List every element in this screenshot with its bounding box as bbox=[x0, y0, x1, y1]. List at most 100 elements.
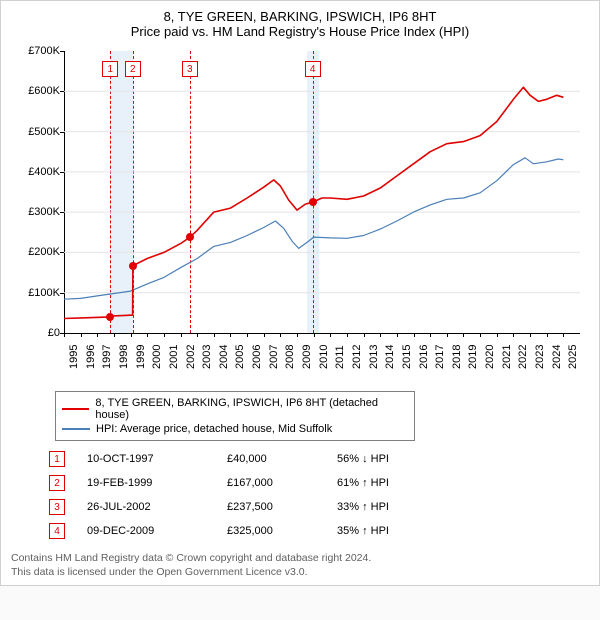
x-tick-mark bbox=[64, 333, 65, 337]
x-tick-mark bbox=[447, 333, 448, 337]
transaction-date: 19-FEB-1999 bbox=[87, 477, 227, 489]
x-tick-mark bbox=[97, 333, 98, 337]
x-tick-mark bbox=[181, 333, 182, 337]
transaction-point bbox=[186, 233, 194, 241]
y-tick-label: £700K bbox=[20, 45, 60, 57]
transaction-pct-vs-hpi: 56% ↓ HPI bbox=[337, 453, 437, 465]
transaction-marker-ref: 4 bbox=[49, 523, 65, 539]
x-tick-label: 2017 bbox=[434, 345, 446, 369]
legend-label: HPI: Average price, detached house, Mid … bbox=[96, 423, 332, 435]
x-tick-mark bbox=[497, 333, 498, 337]
transaction-row: 219-FEB-1999£167,00061% ↑ HPI bbox=[49, 471, 593, 495]
x-tick-label: 2007 bbox=[268, 345, 280, 369]
x-tick-mark bbox=[430, 333, 431, 337]
transaction-marker-ref: 1 bbox=[49, 451, 65, 467]
transaction-date: 10-OCT-1997 bbox=[87, 453, 227, 465]
x-tick-mark bbox=[547, 333, 548, 337]
transaction-pct-vs-hpi: 33% ↑ HPI bbox=[337, 501, 437, 513]
x-tick-mark bbox=[197, 333, 198, 337]
footer-attribution: Contains HM Land Registry data © Crown c… bbox=[11, 551, 589, 579]
x-tick-label: 2019 bbox=[467, 345, 479, 369]
x-tick-mark bbox=[264, 333, 265, 337]
transaction-price: £167,000 bbox=[227, 477, 337, 489]
transaction-point bbox=[129, 262, 137, 270]
transaction-date: 26-JUL-2002 bbox=[87, 501, 227, 513]
x-tick-mark bbox=[347, 333, 348, 337]
x-tick-mark bbox=[247, 333, 248, 337]
transaction-marker-ref: 3 bbox=[49, 499, 65, 515]
x-tick-label: 1997 bbox=[101, 345, 113, 369]
x-tick-mark bbox=[563, 333, 564, 337]
x-tick-mark bbox=[214, 333, 215, 337]
x-tick-mark bbox=[147, 333, 148, 337]
x-tick-mark bbox=[330, 333, 331, 337]
x-tick-label: 2015 bbox=[401, 345, 413, 369]
x-tick-label: 1995 bbox=[68, 345, 80, 369]
x-tick-label: 2002 bbox=[185, 345, 197, 369]
x-tick-label: 2013 bbox=[368, 345, 380, 369]
legend-swatch bbox=[62, 408, 89, 410]
legend-item: 8, TYE GREEN, BARKING, IPSWICH, IP6 8HT … bbox=[62, 396, 408, 422]
x-tick-label: 2024 bbox=[551, 345, 563, 369]
footer-line-1: Contains HM Land Registry data © Crown c… bbox=[11, 551, 589, 565]
chart-area: 1234 £0£100K£200K£300K£400K£500K£600K£70… bbox=[20, 47, 580, 387]
x-tick-mark bbox=[414, 333, 415, 337]
x-axis-line bbox=[64, 333, 580, 334]
plot-area: 1234 bbox=[64, 51, 580, 333]
x-tick-label: 2000 bbox=[151, 345, 163, 369]
x-tick-mark bbox=[314, 333, 315, 337]
x-tick-label: 2003 bbox=[201, 345, 213, 369]
transaction-marker-ref: 2 bbox=[49, 475, 65, 491]
transaction-price: £237,500 bbox=[227, 501, 337, 513]
transaction-point bbox=[309, 198, 317, 206]
transaction-table: 1 10-OCT-1997£40,00056% ↓ HPI 2 19-FEB-1999… bbox=[49, 447, 593, 543]
footer-line-2: This data is licensed under the Open Gov… bbox=[11, 565, 589, 579]
transaction-price: £40,000 bbox=[227, 453, 337, 465]
transaction-point bbox=[106, 313, 114, 321]
x-tick-label: 2005 bbox=[234, 345, 246, 369]
transaction-marker: 4 bbox=[305, 61, 321, 77]
x-tick-label: 2001 bbox=[168, 345, 180, 369]
transaction-row: 409-DEC-2009£325,00035% ↑ HPI bbox=[49, 519, 593, 543]
x-tick-mark bbox=[280, 333, 281, 337]
y-tick-label: £600K bbox=[20, 85, 60, 97]
y-tick-label: £200K bbox=[20, 246, 60, 258]
chart-title: 8, TYE GREEN, BARKING, IPSWICH, IP6 8HT bbox=[7, 9, 593, 24]
y-tick-label: £100K bbox=[20, 287, 60, 299]
x-tick-label: 2012 bbox=[351, 345, 363, 369]
y-tick-label: £500K bbox=[20, 126, 60, 138]
transaction-date: 09-DEC-2009 bbox=[87, 525, 227, 537]
x-tick-label: 2020 bbox=[484, 345, 496, 369]
legend-label: 8, TYE GREEN, BARKING, IPSWICH, IP6 8HT … bbox=[95, 397, 408, 421]
x-tick-label: 2022 bbox=[517, 345, 529, 369]
y-tick-label: £0 bbox=[20, 327, 60, 339]
x-tick-label: 2004 bbox=[218, 345, 230, 369]
x-tick-mark bbox=[131, 333, 132, 337]
x-tick-mark bbox=[397, 333, 398, 337]
transaction-row: 3 26-JUL-2002£237,50033% ↑ HPI bbox=[49, 495, 593, 519]
x-tick-mark bbox=[513, 333, 514, 337]
x-tick-mark bbox=[297, 333, 298, 337]
x-tick-mark bbox=[230, 333, 231, 337]
legend-swatch bbox=[62, 428, 90, 430]
x-tick-label: 1996 bbox=[85, 345, 97, 369]
x-tick-label: 2010 bbox=[318, 345, 330, 369]
x-tick-label: 2009 bbox=[301, 345, 313, 369]
transaction-row: 1 10-OCT-1997£40,00056% ↓ HPI bbox=[49, 447, 593, 471]
x-tick-mark bbox=[114, 333, 115, 337]
x-tick-label: 2016 bbox=[418, 345, 430, 369]
x-tick-label: 2025 bbox=[567, 345, 579, 369]
chart-subtitle: Price paid vs. HM Land Registry's House … bbox=[7, 24, 593, 39]
x-tick-label: 2021 bbox=[501, 345, 513, 369]
x-tick-mark bbox=[364, 333, 365, 337]
legend: 8, TYE GREEN, BARKING, IPSWICH, IP6 8HT … bbox=[55, 391, 415, 441]
x-tick-label: 2014 bbox=[384, 345, 396, 369]
transaction-marker: 1 bbox=[102, 61, 118, 77]
transaction-price: £325,000 bbox=[227, 525, 337, 537]
transaction-marker: 2 bbox=[125, 61, 141, 77]
x-tick-label: 1999 bbox=[135, 345, 147, 369]
x-tick-label: 2011 bbox=[334, 345, 346, 369]
chart-container: 8, TYE GREEN, BARKING, IPSWICH, IP6 8HT … bbox=[0, 0, 600, 586]
x-tick-label: 2018 bbox=[451, 345, 463, 369]
x-tick-mark bbox=[380, 333, 381, 337]
